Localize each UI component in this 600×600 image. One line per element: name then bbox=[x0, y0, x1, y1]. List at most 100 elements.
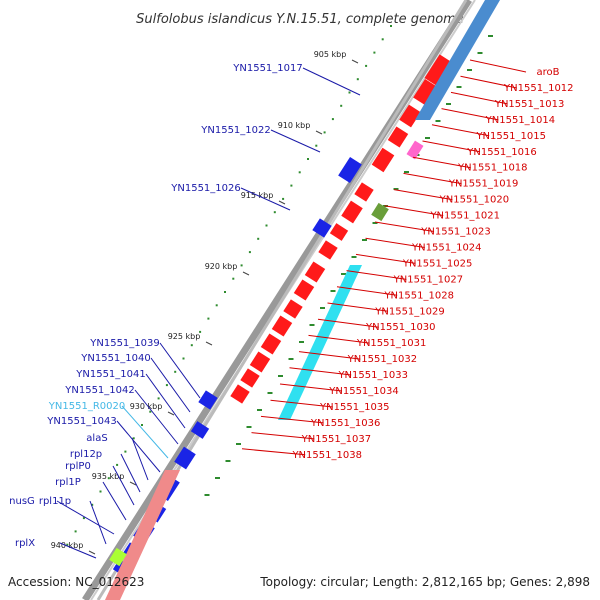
gene-label-right: YN1551_1037 bbox=[301, 434, 372, 445]
gene-label-left: YN1551_1043 bbox=[46, 416, 117, 427]
gc-dot bbox=[165, 384, 168, 387]
summary-text: Topology: circular; Length: 2,812,165 bp… bbox=[259, 575, 590, 589]
label-leader-line bbox=[112, 465, 135, 506]
gc-dot bbox=[307, 158, 309, 160]
gc-dot bbox=[356, 78, 359, 81]
gc-dot bbox=[215, 304, 218, 307]
label-leader-line bbox=[431, 124, 490, 137]
gc-dash bbox=[257, 409, 262, 411]
gc-dash bbox=[467, 69, 472, 71]
gc-dot bbox=[315, 144, 318, 147]
gene-arrow-reverse bbox=[312, 218, 332, 238]
gc-dash bbox=[330, 290, 336, 292]
gene-label-left: YN1551_1017 bbox=[232, 63, 303, 74]
gene-label-left: rpl1P bbox=[55, 477, 81, 488]
label-leader-line bbox=[308, 334, 370, 344]
gc-dot bbox=[199, 330, 202, 333]
map-title: Sulfolobus islandicus Y.N.15.51, complet… bbox=[136, 12, 464, 27]
gene-label-left: YN1551_1026 bbox=[170, 183, 241, 194]
tick-label: 920 kbp bbox=[205, 262, 238, 271]
gene-label-right: YN1551_1036 bbox=[310, 418, 381, 429]
gene-arrow-forward bbox=[260, 333, 282, 355]
gene-arrow-forward bbox=[329, 223, 349, 241]
accession-text: Accession: NC_012623 bbox=[8, 575, 144, 589]
gc-dot bbox=[290, 184, 293, 187]
gene-label-right: YN1551_1020 bbox=[439, 195, 510, 206]
label-leader-line bbox=[260, 415, 324, 424]
rna-feature bbox=[371, 202, 389, 222]
gc-dash bbox=[267, 392, 273, 394]
gc-dash bbox=[215, 477, 220, 479]
gene-label-right: YN1551_1012 bbox=[503, 83, 574, 94]
label-leader-line bbox=[134, 389, 179, 445]
gc-dot bbox=[390, 25, 392, 27]
gc-dot bbox=[373, 51, 376, 54]
tick-label: 930 kbp bbox=[130, 402, 163, 411]
gene-label-right: YN1551_1015 bbox=[475, 131, 546, 142]
right-label-track: aroB YN1551_1012 YN1551_1013 YN1551_1014 YN1… bbox=[241, 59, 574, 461]
label-leader-line bbox=[327, 302, 389, 312]
label-leader-line bbox=[298, 351, 361, 360]
gene-arrow-reverse bbox=[338, 156, 362, 184]
gene-label-right: YN1551_1035 bbox=[319, 402, 390, 413]
gc-dash bbox=[320, 307, 325, 309]
gene-track bbox=[105, 0, 500, 600]
gene-arrow-forward bbox=[271, 315, 293, 337]
gc-dot bbox=[232, 277, 235, 280]
gc-dash bbox=[351, 256, 357, 258]
gc-dash bbox=[288, 358, 294, 360]
gene-label-right: YN1551_1024 bbox=[411, 242, 482, 253]
gc-dot bbox=[248, 251, 251, 254]
gene-label-right: YN1551_1019 bbox=[448, 179, 519, 190]
gene-label-right: YN1551_1031 bbox=[356, 338, 427, 349]
label-leader-line bbox=[450, 91, 508, 105]
gene-label-right: YN1551_1032 bbox=[347, 354, 418, 365]
tick-mark bbox=[167, 411, 175, 416]
gene-arrow-forward bbox=[424, 54, 452, 86]
gc-dot bbox=[132, 437, 135, 440]
gc-dot bbox=[340, 104, 343, 107]
gene-arrow-forward bbox=[318, 240, 338, 260]
label-leader-line bbox=[240, 187, 291, 211]
gc-dash bbox=[404, 171, 409, 173]
gc-dash bbox=[393, 188, 399, 190]
gc-dash bbox=[477, 52, 483, 54]
gc-dash bbox=[278, 375, 283, 377]
gc-dash bbox=[488, 35, 493, 37]
label-leader-line bbox=[251, 432, 315, 440]
label-leader-line bbox=[102, 481, 127, 521]
gc-dot bbox=[99, 490, 102, 493]
gene-label-right: YN1551_1030 bbox=[365, 322, 436, 333]
gc-dot bbox=[190, 344, 193, 347]
label-leader-line bbox=[469, 59, 527, 73]
gc-dot bbox=[174, 370, 177, 373]
gc-dot bbox=[381, 38, 384, 41]
label-leader-line bbox=[317, 318, 379, 328]
gene-label-right: YN1551_1023 bbox=[420, 227, 491, 238]
gene-arrow-forward bbox=[354, 182, 374, 202]
gc-dash bbox=[236, 443, 241, 445]
gene-label-right: YN1551_1014 bbox=[485, 115, 556, 126]
gene-label-left: rplX bbox=[15, 538, 35, 549]
gene-arrow-forward bbox=[413, 78, 437, 106]
gc-dot bbox=[224, 291, 226, 293]
gc-dot bbox=[323, 131, 326, 134]
tick-mark bbox=[129, 481, 137, 486]
gc-content-track bbox=[66, 25, 493, 546]
gc-dash bbox=[309, 324, 315, 326]
label-leader-line bbox=[384, 205, 444, 217]
gc-dash bbox=[246, 426, 252, 428]
gc-dot bbox=[107, 477, 110, 480]
gc-dot bbox=[116, 463, 119, 466]
left-label-track: YN1551_1017 YN1551_1022 YN1551_1026 YN1551_… bbox=[9, 63, 361, 559]
gc-dash bbox=[341, 273, 346, 275]
gene-arrow-forward bbox=[371, 147, 395, 173]
gc-dash bbox=[225, 460, 231, 462]
gene-label-left: alaS bbox=[86, 433, 107, 444]
label-leader-line bbox=[412, 156, 471, 169]
tick-mark bbox=[315, 130, 323, 135]
label-leader-line bbox=[279, 383, 343, 392]
label-leader-line bbox=[289, 367, 352, 376]
gc-dot bbox=[348, 91, 351, 94]
